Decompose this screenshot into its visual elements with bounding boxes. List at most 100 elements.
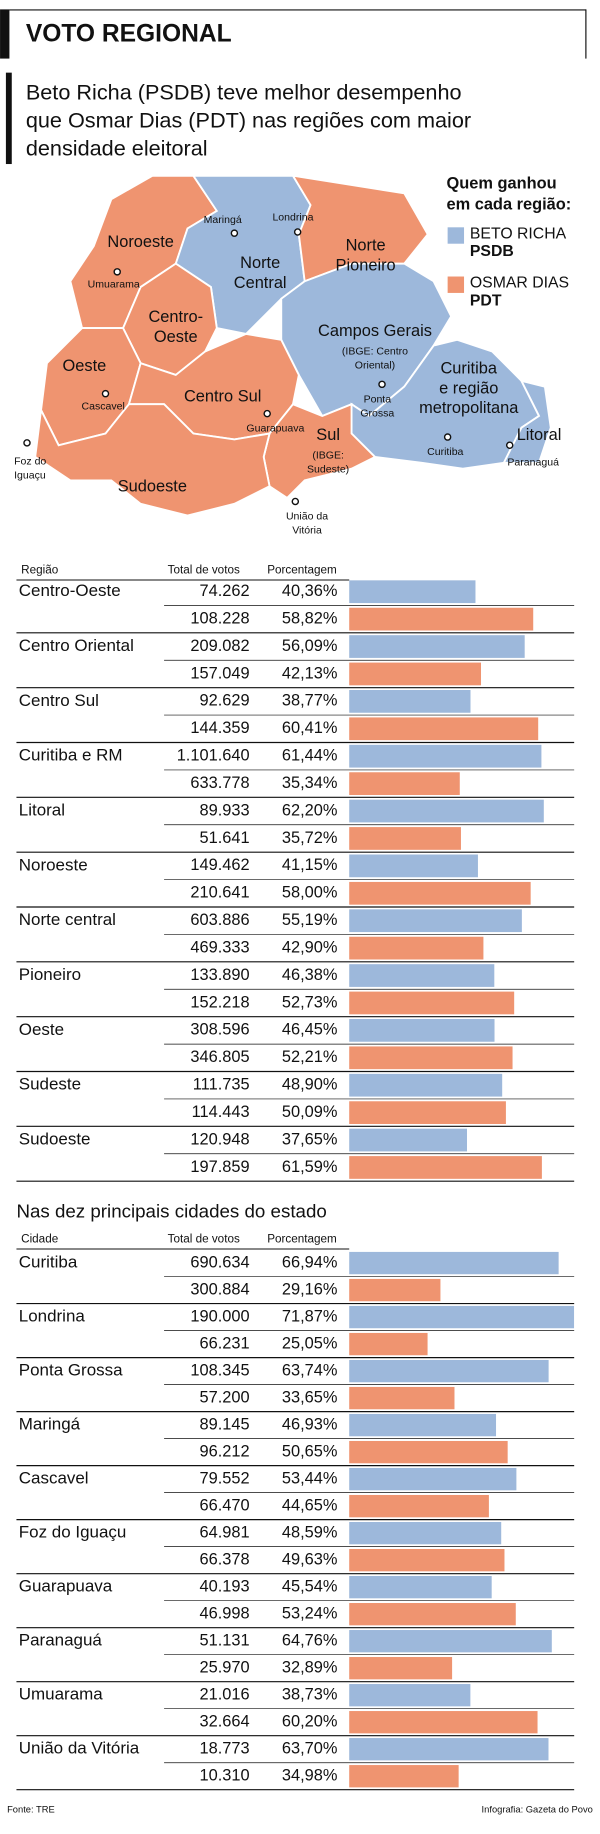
percentage: 45,54% (282, 1577, 338, 1595)
votes: 89.933 (199, 801, 249, 819)
percentage: 61,59% (282, 1158, 338, 1176)
bar (349, 1521, 502, 1545)
percentage: 29,16% (282, 1280, 338, 1298)
region-label: Oeste (154, 328, 198, 346)
region-label: Litoral (517, 426, 562, 444)
credit: Infografia: Gazeta do Povo (482, 1805, 593, 1815)
section-title: Nas dez principais cidades do estado (16, 1201, 326, 1222)
votes: 57.200 (199, 1388, 249, 1406)
city-dot (443, 433, 452, 441)
region-label: Sudeste) (307, 464, 349, 476)
percentage: 35,34% (282, 774, 338, 792)
percentage: 52,73% (282, 993, 338, 1011)
row-name: União da Vitória (19, 1739, 140, 1758)
votes: 66.231 (199, 1334, 249, 1352)
city-label: Curitiba (427, 446, 463, 458)
city-dot (505, 441, 514, 449)
percentage: 63,74% (282, 1361, 338, 1379)
legend-title: Quem ganhou (446, 174, 556, 192)
votes: 108.345 (190, 1361, 249, 1379)
percentage: 62,20% (282, 801, 338, 819)
subtitle: densidade eleitoral (26, 136, 208, 161)
bar (349, 690, 471, 713)
row-name: Ponta Grossa (19, 1361, 123, 1380)
percentage: 38,73% (282, 1686, 338, 1704)
row-name: Pioneiro (19, 965, 81, 984)
bar (349, 607, 534, 631)
city-label: Iguaçu (14, 469, 46, 481)
votes: 66.378 (199, 1550, 249, 1568)
percentage: 35,72% (282, 829, 338, 847)
bar (349, 1101, 506, 1124)
bar (349, 964, 495, 987)
bar (349, 1548, 505, 1572)
bar (349, 854, 478, 878)
region-label: e região (439, 379, 498, 397)
votes: 92.629 (199, 692, 249, 710)
votes: 120.948 (190, 1130, 249, 1148)
votes: 18.773 (199, 1740, 249, 1758)
row-name: Foz do Iguaçu (19, 1523, 127, 1542)
row-name: Londrina (19, 1307, 86, 1326)
city-label: Cascavel (81, 400, 124, 412)
bar (349, 1603, 516, 1626)
region-label: metropolitana (419, 399, 519, 417)
legend-label: PDT (470, 292, 502, 309)
legend-label: PSDB (470, 243, 514, 260)
city-label: Grossa (360, 407, 394, 419)
region-label: Curitiba (440, 359, 497, 377)
percentage: 55,19% (282, 911, 338, 929)
row-name: Noroeste (19, 855, 88, 874)
percentage: 53,24% (282, 1604, 338, 1622)
city-dot (101, 389, 110, 398)
percentage: 46,93% (282, 1415, 338, 1433)
region-label: Pioneiro (336, 256, 396, 274)
bar (349, 1657, 453, 1680)
percentage: 33,65% (282, 1388, 338, 1406)
votes: 603.886 (190, 911, 249, 929)
votes: 111.735 (193, 1076, 250, 1094)
bar (349, 744, 542, 768)
bar (349, 1251, 559, 1275)
region-shape (34, 403, 271, 517)
percentage: 60,41% (282, 719, 338, 737)
column-header: Porcentagem (267, 564, 337, 577)
votes: 10.310 (199, 1767, 249, 1785)
row-name: Cascavel (19, 1469, 89, 1488)
region-label: (IBGE: (312, 450, 344, 462)
votes: 690.634 (190, 1253, 249, 1271)
region-label: Centro- (148, 308, 203, 326)
city-dot (263, 409, 271, 418)
bar (349, 635, 525, 658)
percentage: 50,65% (282, 1442, 338, 1460)
row-name: Paranaguá (19, 1631, 103, 1650)
legend-swatch (447, 227, 465, 244)
bar (349, 662, 482, 686)
percentage: 37,65% (282, 1130, 338, 1148)
bar (349, 1359, 549, 1383)
percentage: 71,87% (282, 1307, 338, 1325)
votes: 133.890 (190, 966, 249, 984)
region-label: Oriental) (355, 359, 395, 371)
region-label: Noroeste (107, 233, 174, 251)
row-name: Centro-Oeste (19, 581, 121, 600)
row-name: Centro Oriental (19, 636, 134, 655)
percentage: 61,44% (282, 747, 338, 765)
row-name: Litoral (19, 801, 65, 820)
city-label: Guarapuava (246, 423, 304, 435)
bar (349, 991, 515, 1015)
region-shape (502, 379, 552, 464)
votes: 469.333 (190, 938, 249, 956)
bar (349, 772, 460, 795)
percentage: 42,90% (282, 938, 338, 956)
city-label: Paranaguá (507, 457, 559, 469)
votes: 46.998 (199, 1604, 249, 1622)
percentage: 52,21% (282, 1048, 338, 1066)
percentage: 46,38% (282, 966, 338, 984)
percentage: 53,44% (282, 1469, 338, 1487)
bar (349, 1156, 542, 1179)
city-label: Maringá (204, 214, 242, 226)
votes: 108.228 (190, 609, 249, 627)
